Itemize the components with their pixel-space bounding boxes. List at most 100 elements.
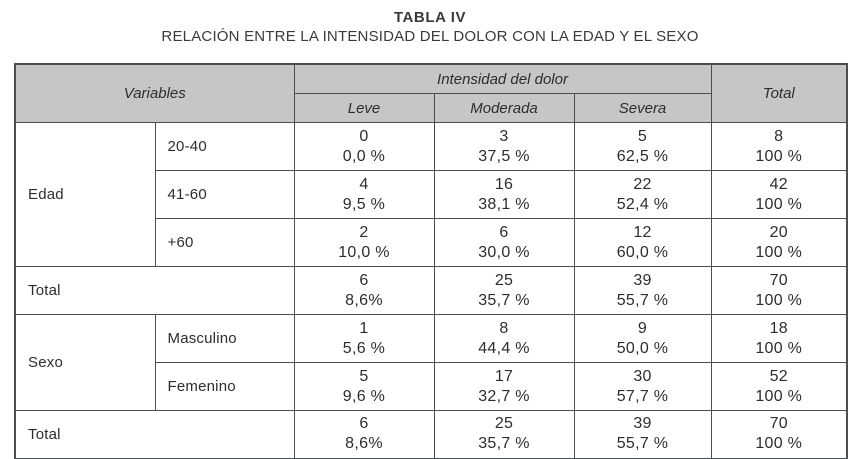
count-value: 42 [769,175,788,193]
count-value: 18 [769,319,788,337]
pct-value: 100 % [755,291,803,309]
cell-moderada: 3 37,5 % [433,122,575,171]
pct-value: 100 % [755,147,803,165]
pct-value: 55,7 % [616,435,669,453]
count-value: 39 [633,415,652,433]
pct-value: 37,5 % [478,147,530,165]
table-row-sexo-masculino: Sexo Masculino 1 5,6 % 8 44,4 % 9 50,0 % 18… [14,314,848,411]
table-row-edad-41-60: 41-60 4 9,5 % 16 38,1 % 22 52,4 % 42 100 % [15,170,848,219]
count-value: 2 [359,223,369,241]
cell-leve: 6 8,6% [293,266,435,315]
pct-value: 5,6 % [342,339,386,357]
header-row-2: Leve Moderada Severa [15,93,847,123]
pct-value: 8,6% [345,291,383,309]
pct-value: 32,7 % [478,387,530,405]
pct-value: 8,6% [345,435,383,453]
row-label-total: Total [14,266,295,315]
cell-moderada: 25 35,7 % [433,410,575,459]
table-caption: TABLA IV RELACIÓN ENTRE LA INTENSIDAD DE… [0,9,860,46]
count-value: 8 [774,127,784,145]
pct-value: 57,7 % [616,387,669,405]
header-moderada: Moderada [433,93,575,123]
cell-severa: 30 57,7 % [573,362,712,411]
pct-value: 52,4 % [616,195,669,213]
header-variables: Variables [14,63,295,123]
pct-value: 100 % [755,435,803,453]
cell-severa: 12 60,0 % [573,218,712,267]
pct-value: 60,0 % [616,243,669,261]
pct-value: 44,4 % [478,339,530,357]
pct-value: 35,7 % [478,291,530,309]
cell-moderada: 6 30,0 % [433,218,575,267]
count-value: 25 [494,271,514,289]
count-value: 0 [359,127,369,145]
row-group-sexo: Sexo [14,314,156,411]
count-value: 6 [499,223,509,241]
row-label: 41-60 [154,170,295,219]
cell-severa: 5 62,5 % [573,122,712,171]
data-table: Variables Intensidad del dolor Total Lev… [14,63,849,459]
table-row-edad-total: Total 6 8,6% 25 35,7 % 39 55,7 % 70 100 % [14,266,848,315]
pct-value: 9,5 % [342,195,386,213]
pct-value: 100 % [755,243,803,261]
pct-value: 50,0 % [616,339,669,357]
cell-severa: 39 55,7 % [573,410,712,459]
count-value: 6 [359,271,369,289]
count-value: 4 [359,175,369,193]
header-leve: Leve [293,93,435,123]
count-value: 39 [633,271,652,289]
cell-leve: 2 10,0 % [293,218,435,267]
cell-moderada: 25 35,7 % [433,266,575,315]
count-value: 52 [769,367,788,385]
count-value: 25 [494,415,514,433]
header-intensity-group: Intensidad del dolor [293,63,712,94]
pct-value: 35,7 % [478,435,530,453]
cell-total: 8 100 % [710,122,848,171]
pct-value: 100 % [755,387,803,405]
cell-total: 42 100 % [710,170,848,219]
table-row-sexo-total: Total 6 8,6% 25 35,7 % 39 55,7 % 70 100 % [14,410,848,459]
cell-leve: 5 9,6 % [293,362,435,411]
pct-value: 100 % [755,195,803,213]
count-value: 5 [637,127,648,145]
count-value: 30 [633,367,652,385]
header-severa: Severa [573,93,712,123]
table-row-edad-20-40: Edad 20-40 0 0,0 % 3 37,5 % 5 62,5 % 8 100 % [14,122,848,267]
cell-leve: 4 9,5 % [293,170,435,219]
cell-total: 70 100 % [710,410,848,459]
cell-total: 20 100 % [710,218,848,267]
row-label: +60 [154,218,295,267]
table-subtitle: RELACIÓN ENTRE LA INTENSIDAD DEL DOLOR C… [161,28,699,45]
count-value: 20 [769,223,788,241]
cell-moderada: 8 44,4 % [433,314,575,363]
count-value: 17 [494,367,514,385]
cell-severa: 9 50,0 % [573,314,712,363]
cell-severa: 22 52,4 % [573,170,712,219]
cell-moderada: 17 32,7 % [433,362,575,411]
pct-value: 38,1 % [478,195,530,213]
count-value: 5 [359,367,369,385]
count-value: 1 [359,319,369,337]
pct-value: 0,0 % [342,147,386,165]
pct-value: 55,7 % [616,291,669,309]
cell-leve: 6 8,6% [293,410,435,459]
cell-severa: 39 55,7 % [573,266,712,315]
pct-value: 30,0 % [478,243,530,261]
row-label: Masculino [154,314,295,363]
count-value: 12 [633,223,652,241]
cell-leve: 0 0,0 % [293,122,435,171]
count-value: 9 [637,319,648,337]
row-label: Femenino [154,362,295,411]
cell-total: 52 100 % [710,362,848,411]
row-label: 20-40 [154,122,295,171]
cell-total: 70 100 % [710,266,848,315]
pct-value: 9,6 % [342,387,386,405]
cell-total: 18 100 % [710,314,848,363]
pct-value: 10,0 % [338,243,390,261]
cell-leve: 1 5,6 % [293,314,435,363]
row-label-total: Total [14,410,295,459]
count-value: 16 [494,175,514,193]
pct-value: 100 % [755,339,803,357]
count-value: 70 [769,415,788,433]
pct-value: 62,5 % [616,147,669,165]
